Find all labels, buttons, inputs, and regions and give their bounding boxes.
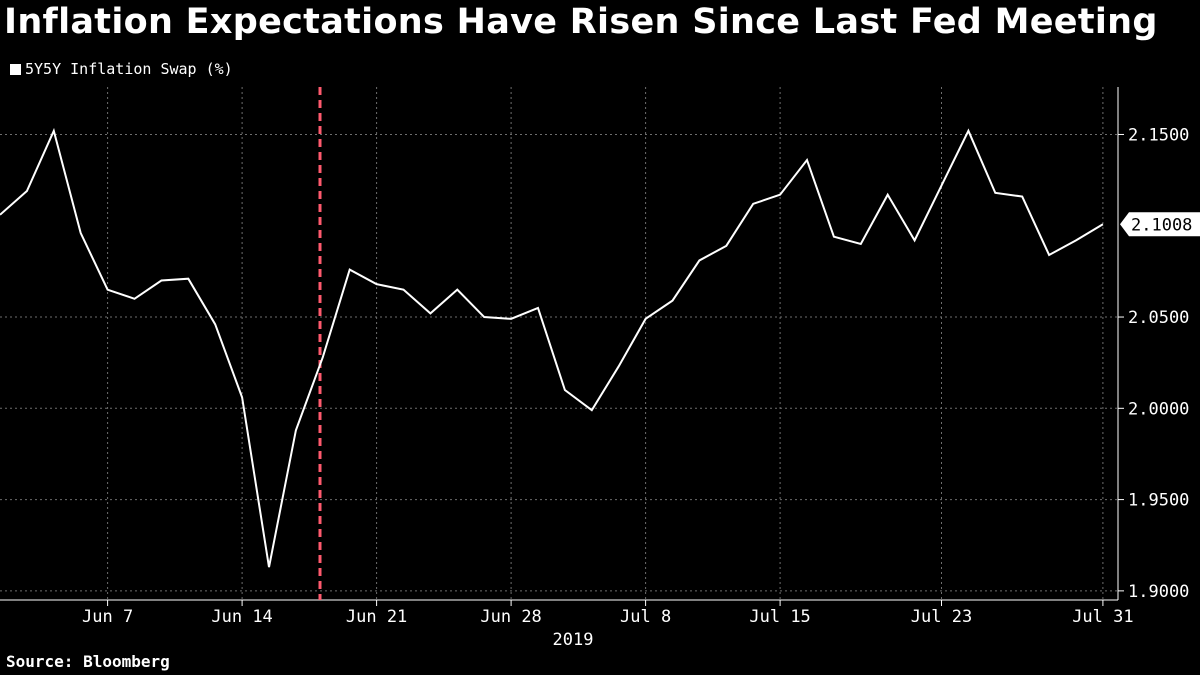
- x-tick-label: Jun 7: [82, 607, 133, 627]
- y-tick-label: 2.0500: [1128, 308, 1189, 328]
- legend-label: 5Y5Y Inflation Swap (%): [25, 60, 233, 78]
- legend: 5Y5Y Inflation Swap (%): [10, 60, 233, 78]
- x-tick-label: Jul 15: [749, 607, 810, 627]
- x-tick-label: Jun 21: [346, 607, 407, 627]
- series-line: [0, 127, 1104, 568]
- tick-labels: 1.9000 1.9500 2.0000 2.0500 2.1500 Jun 7 Jun 1…: [82, 125, 1200, 650]
- x-axis-year-label: 2019: [552, 630, 593, 650]
- y-tick-label: 1.9000: [1128, 582, 1189, 602]
- last-value-label: 2.1008: [1120, 212, 1200, 237]
- grid-lines: [0, 87, 1118, 600]
- last-value-box: [1120, 212, 1200, 237]
- axes: [0, 87, 1124, 606]
- series-layer: [0, 87, 1104, 600]
- y-tick-label: 2.1500: [1128, 125, 1189, 145]
- x-tick-label: Jul 23: [911, 607, 972, 627]
- x-tick-label: Jul 31: [1072, 607, 1133, 627]
- y-tick-label: 1.9500: [1128, 491, 1189, 511]
- source-note: Source: Bloomberg: [6, 652, 170, 671]
- x-tick-label: Jun 28: [480, 607, 541, 627]
- chart-title: Inflation Expectations Have Risen Since …: [4, 2, 1158, 42]
- x-tick-label: Jun 14: [211, 607, 272, 627]
- last-value-text: 2.1008: [1131, 215, 1192, 235]
- x-tick-label: Jul 8: [620, 607, 671, 627]
- legend-swatch: [10, 63, 21, 75]
- y-tick-label: 2.0000: [1128, 399, 1189, 419]
